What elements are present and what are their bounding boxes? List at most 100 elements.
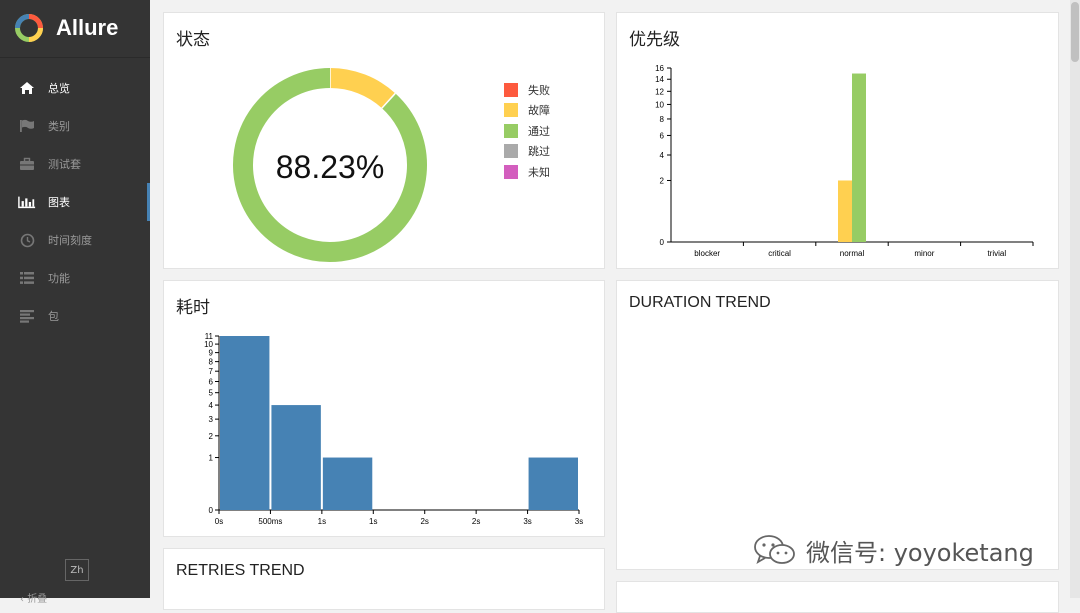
sidebar-item-label: 总览	[48, 82, 70, 95]
flag-icon	[18, 117, 36, 135]
y-tick-label: 1	[209, 454, 214, 463]
y-tick-label: 10	[204, 340, 213, 349]
x-tick-label: 1s	[369, 517, 377, 526]
status-card: 状态 88.23% 失败 故障 通过 跳过 未知	[163, 12, 605, 269]
x-tick-label: 500ms	[258, 517, 282, 526]
sidebar-item-packages[interactable]: 包	[0, 297, 150, 335]
legend-label: 故障	[528, 104, 550, 117]
x-tick-label: 3s	[575, 517, 583, 526]
chevron-left-icon: ‹	[20, 594, 24, 605]
y-tick-label: 3	[209, 415, 214, 424]
y-tick-label: 4	[660, 151, 665, 160]
collapse-label: 折叠	[27, 594, 48, 605]
x-tick-label: blocker	[694, 249, 720, 258]
sidebar-item-overview[interactable]: 总览	[0, 69, 150, 107]
x-tick-label: 3s	[523, 517, 531, 526]
donut-slice-通过	[233, 68, 427, 262]
brand[interactable]: Allure	[14, 12, 118, 44]
clock-icon	[18, 231, 36, 249]
y-tick-label: 16	[655, 64, 664, 73]
partial-card	[616, 581, 1059, 613]
y-tick-label: 6	[209, 377, 214, 386]
x-tick-label: 1s	[318, 517, 326, 526]
y-tick-label: 4	[209, 401, 214, 410]
scrollbar-thumb[interactable]	[1071, 2, 1079, 62]
histogram-bar	[220, 336, 270, 510]
histogram-bar	[528, 457, 578, 510]
y-tick-label: 14	[655, 75, 664, 84]
sidebar-item-label: 时间刻度	[48, 234, 92, 247]
sidebar-divider	[0, 57, 150, 58]
x-tick-label: minor	[914, 249, 934, 258]
duration-card: 耗时 0 1 2 3 4 5 6 7 8 9 10 11 0s 500ms 1s 1s 2s 2s 3s 3s	[163, 280, 605, 537]
y-tick-label: 5	[209, 389, 214, 398]
retries-trend-card: RETRIES TREND	[163, 548, 605, 610]
wechat-icon	[754, 535, 795, 564]
legend-item-broken[interactable]: 故障	[504, 102, 550, 118]
sidebar-nav: 总览 类别 测试套 图表 时间刻度	[0, 69, 150, 335]
x-tick-label: critical	[768, 249, 791, 258]
sidebar-item-timeline[interactable]: 时间刻度	[0, 221, 150, 259]
bar-normal-故障	[838, 180, 852, 242]
briefcase-icon	[18, 155, 36, 173]
status-percentage: 88.23%	[276, 149, 385, 185]
legend-swatch	[504, 124, 518, 138]
y-tick-label: 7	[209, 367, 214, 376]
sidebar-item-suites[interactable]: 测试套	[0, 145, 150, 183]
x-tick-label: normal	[840, 249, 865, 258]
legend-label: 未知	[528, 166, 550, 179]
legend-swatch	[504, 144, 518, 158]
bar-chart-icon	[18, 193, 36, 211]
bar-normal-通过	[852, 73, 866, 242]
legend-swatch	[504, 83, 518, 97]
x-tick-label: 2s	[472, 517, 480, 526]
y-tick-label: 0	[209, 506, 214, 515]
legend-item-unknown[interactable]: 未知	[504, 164, 550, 180]
y-tick-label: 11	[205, 332, 214, 341]
y-tick-label: 2	[660, 176, 665, 185]
y-tick-label: 12	[655, 87, 664, 96]
legend-swatch	[504, 165, 518, 179]
y-tick-label: 10	[655, 100, 664, 109]
list-icon	[18, 269, 36, 287]
home-icon	[18, 79, 36, 97]
y-tick-label: 6	[660, 131, 665, 140]
x-tick-label: 0s	[215, 517, 223, 526]
histogram-bar	[271, 405, 321, 510]
page-scrollbar[interactable]	[1070, 0, 1080, 598]
sidebar: Allure 总览 类别 测试套 图表	[0, 0, 150, 605]
donut-slice-separator	[381, 92, 396, 109]
sidebar-item-label: 类别	[48, 120, 70, 133]
sidebar-item-label: 图表	[48, 196, 70, 209]
card-title: RETRIES TREND	[176, 562, 305, 579]
legend-item-skipped[interactable]: 跳过	[504, 143, 550, 159]
donut-slice-故障	[329, 68, 396, 109]
y-tick-label: 0	[660, 238, 665, 247]
legend-item-failed[interactable]: 失败	[504, 82, 550, 98]
y-tick-label: 2	[209, 432, 214, 441]
sidebar-item-label: 包	[48, 310, 59, 323]
legend-label: 通过	[528, 125, 550, 138]
y-tick-label: 8	[209, 358, 214, 367]
align-left-icon	[18, 307, 36, 325]
sidebar-item-label: 测试套	[48, 158, 81, 171]
watermark: 微信号: yoyoketang	[752, 532, 1034, 568]
duration-trend-card: DURATION TREND	[616, 280, 1059, 570]
legend-item-passed[interactable]: 通过	[504, 123, 550, 139]
legend-swatch	[504, 103, 518, 117]
card-title: 状态	[176, 30, 210, 49]
x-tick-label: trivial	[987, 249, 1006, 258]
legend-label: 跳过	[528, 145, 550, 158]
allure-logo-icon	[15, 14, 43, 42]
sidebar-item-label: 功能	[48, 272, 70, 285]
sidebar-item-categories[interactable]: 类别	[0, 107, 150, 145]
legend-label: 失败	[528, 84, 550, 97]
language-switch-button[interactable]: Zh	[65, 559, 89, 581]
sidebar-item-behaviors[interactable]: 功能	[0, 259, 150, 297]
status-donut-chart: 88.23%	[233, 68, 427, 262]
sidebar-item-graphs[interactable]: 图表	[0, 183, 150, 221]
y-tick-label: 9	[209, 349, 214, 358]
card-title: 优先级	[629, 30, 680, 49]
watermark-text: 微信号: yoyoketang	[806, 538, 1034, 567]
